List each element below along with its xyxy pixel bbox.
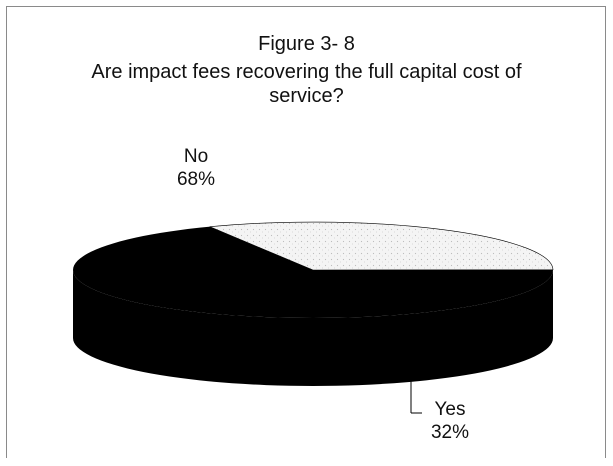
chart-frame (6, 6, 606, 458)
slice-label-yes: Yes 32% (424, 398, 476, 444)
pie-slices (73, 221, 554, 386)
slice-label-no: No 68% (170, 145, 222, 191)
chart-subtitle-line-1: Are impact fees recovering the full capi… (91, 61, 522, 83)
chart-subtitle-line-2: service? (269, 85, 344, 107)
slice-label-yes-value: 32% (430, 422, 470, 443)
pie-slice-yes (209, 221, 554, 271)
chart-title: Figure 3- 8 (258, 33, 355, 55)
slice-label-yes-name: Yes (434, 399, 466, 420)
slice-label-no-name: No (183, 146, 209, 167)
slice-label-no-value: 68% (176, 169, 216, 190)
pie-side-wall (73, 270, 553, 386)
